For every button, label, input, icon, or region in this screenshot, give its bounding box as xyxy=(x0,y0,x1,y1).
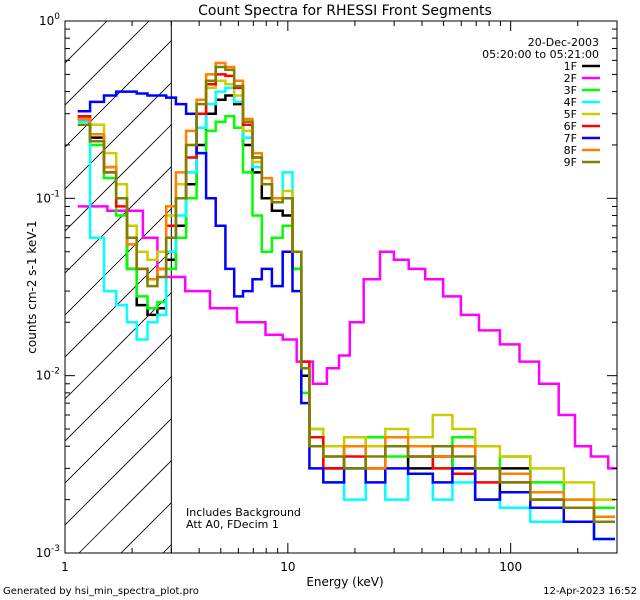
series-line-3f xyxy=(77,115,615,509)
legend-label: 3F xyxy=(564,84,577,97)
hatch-line xyxy=(78,460,172,553)
hatch-line xyxy=(65,376,172,484)
axis-ticks xyxy=(64,20,618,554)
x-axis-label: Energy (keV) xyxy=(306,575,383,589)
legend-label: 2F xyxy=(564,72,577,85)
hatch-line xyxy=(65,82,172,190)
y-tick-label: 10-1 xyxy=(36,189,60,205)
legend-label: 7F xyxy=(564,132,577,145)
time-range-label: 05:20:00 to 05:21:00 xyxy=(482,48,599,61)
legend-label: 5F xyxy=(564,108,577,121)
annotation-attenuator: Att A0, FDecim 1 xyxy=(186,518,279,531)
footer-generated-by: Generated by hsi_min_spectra_plot.pro xyxy=(3,586,199,597)
plot-frame xyxy=(64,20,618,554)
legend-label: 6F xyxy=(564,120,577,133)
footer-timestamp: 12-Apr-2023 16:52 xyxy=(543,586,637,597)
date-label: 20-Dec-2003 xyxy=(528,36,599,49)
series-line-8f xyxy=(77,61,615,519)
series-line-5f xyxy=(77,79,615,501)
hatch-lines xyxy=(65,21,172,553)
legend-label: 8F xyxy=(564,144,577,157)
y-tick-label: 10-3 xyxy=(36,544,60,560)
series-group xyxy=(77,61,617,541)
y-tick-labels: 100 10-1 10-2 10-3 xyxy=(36,12,61,560)
hatch-line xyxy=(65,250,172,358)
legend-label: 1F xyxy=(564,60,577,73)
series-line-9f xyxy=(77,65,615,524)
hatch-line xyxy=(65,208,172,316)
legend-label: 9F xyxy=(564,156,577,169)
y-tick-label: 10-2 xyxy=(36,367,60,383)
hatched-region xyxy=(65,21,172,553)
series-line-2f xyxy=(77,205,617,470)
legend-label: 4F xyxy=(564,96,577,109)
series-line-7f xyxy=(77,90,615,541)
annotation-background: Includes Background xyxy=(186,506,301,519)
series-line-6f xyxy=(77,73,615,524)
x-tick-label: 100 xyxy=(499,560,522,574)
hatch-line xyxy=(65,418,172,526)
hatch-line xyxy=(65,40,172,148)
x-tick-labels: 1 10 100 xyxy=(61,560,522,574)
y-axis-label: counts cm-2 s-1 keV-1 xyxy=(25,220,39,353)
y-tick-label: 100 xyxy=(39,12,60,28)
x-tick-label: 1 xyxy=(61,560,69,574)
chart-title: Count Spectra for RHESSI Front Segments xyxy=(198,3,492,19)
x-tick-label: 10 xyxy=(280,560,295,574)
